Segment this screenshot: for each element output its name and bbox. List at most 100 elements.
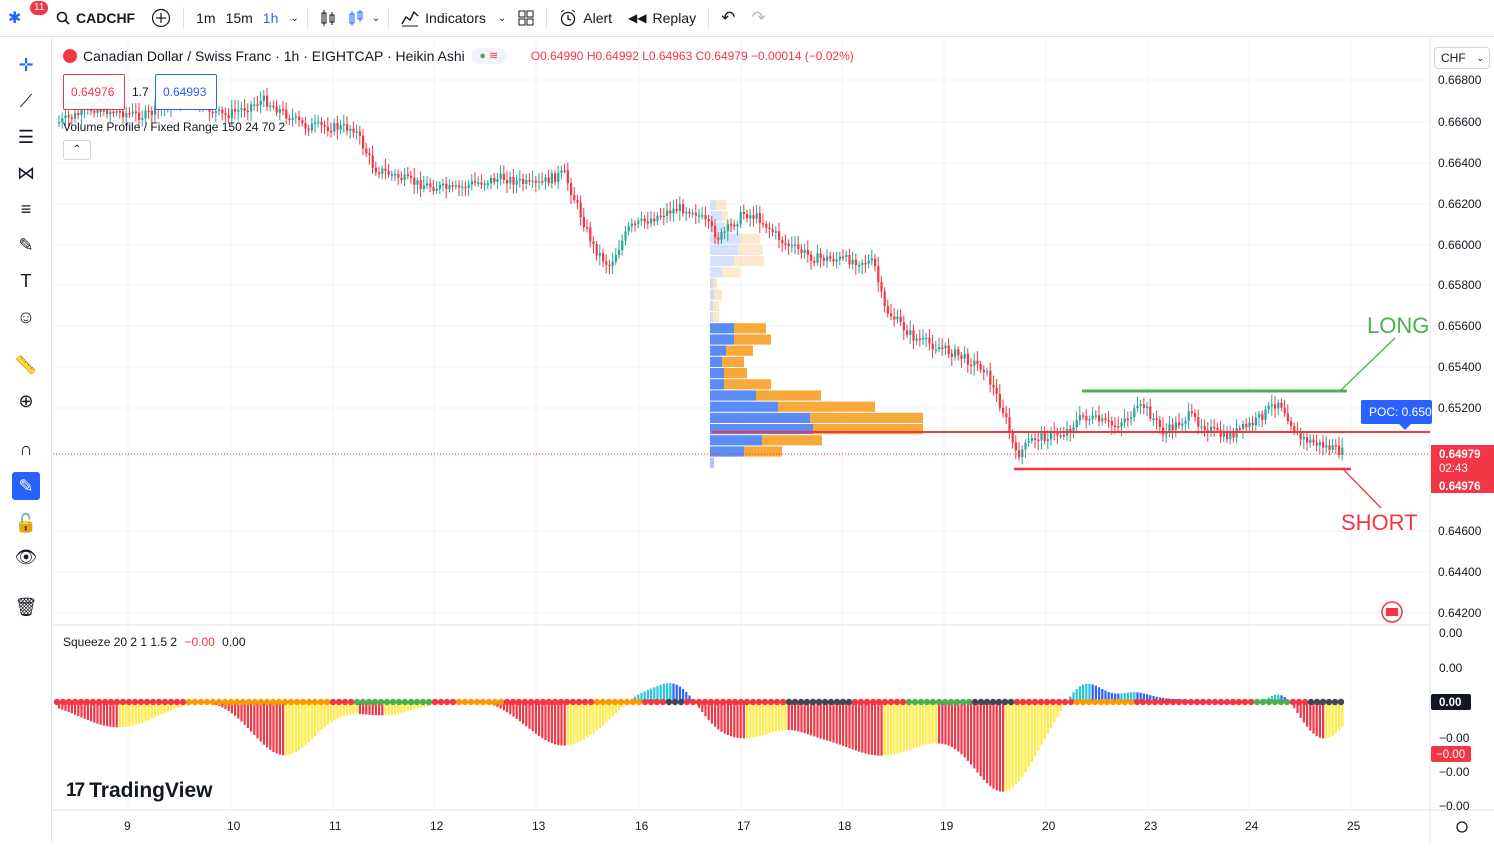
squeeze-bar (1046, 702, 1049, 734)
squeeze-dot (71, 698, 79, 706)
legend-title[interactable]: Canadian Dollar / Swiss Franc · 1h · EIG… (83, 48, 465, 64)
candle-body (1037, 439, 1040, 442)
squeeze-bar (1312, 702, 1315, 734)
hide-tool[interactable]: 👁 (13, 544, 39, 570)
indicators-dropdown[interactable]: ⌄ (494, 0, 510, 37)
long-pointer-line[interactable] (1339, 337, 1396, 392)
squeeze-legend[interactable]: Squeeze 20 2 1 1.5 2 −0.00 0.00 (63, 635, 246, 649)
chart-area[interactable]: LONG SHORT POC: 0.650 0.66800 0.66600 0.66… (53, 38, 1494, 843)
collapse-legend-button[interactable]: ⌃ (63, 140, 91, 160)
candle-body (1325, 445, 1328, 448)
candle-body (707, 219, 710, 222)
candle-body (1232, 432, 1235, 438)
pattern-tool[interactable]: ⋈ (13, 160, 39, 186)
squeeze-bar (835, 702, 838, 744)
candle-body (995, 387, 998, 394)
stay-drawing-tool[interactable]: ✎ (12, 472, 40, 500)
chart-type-dropdown[interactable]: ⌄ (368, 0, 384, 37)
text-icon: T (20, 270, 32, 291)
candle-body (710, 221, 713, 227)
time-axis[interactable]: 9 10 11 12 13 16 17 18 19 20 23 24 25 (124, 819, 1361, 833)
emoji-tool[interactable]: ☺ (13, 304, 39, 330)
squeeze-bar (125, 702, 128, 727)
squeeze-dot (701, 698, 709, 706)
squeeze-dot (1283, 698, 1291, 706)
brush-tool[interactable]: ✎ (13, 232, 39, 258)
oscillator-axis[interactable]: 0.00 0.00 0.00 −0.00 −0.00 −0.00 (1439, 626, 1470, 813)
user-menu[interactable]: ✱ 11 (0, 0, 49, 37)
candle-body (656, 215, 659, 222)
squeeze-bar (266, 702, 269, 748)
text-tool[interactable]: T (13, 268, 39, 294)
symbol-search[interactable]: CADCHF (48, 0, 143, 37)
candle-body (688, 211, 691, 214)
chart-type-heikin[interactable] (344, 0, 368, 37)
candle-body (144, 110, 147, 119)
squeeze-bar (752, 702, 755, 738)
market-status-icon[interactable]: ● ≋ (470, 48, 507, 64)
close-value: C0.64979 (695, 49, 748, 63)
templates-button[interactable] (510, 0, 542, 37)
flag-icon[interactable] (1381, 601, 1403, 623)
fib-tool[interactable]: ☰ (13, 124, 39, 150)
squeeze-bar (678, 686, 681, 702)
squeeze-bar (787, 702, 790, 731)
currency-selector[interactable]: CHF ⌄ (1434, 47, 1490, 69)
squeeze-bar (1338, 702, 1341, 731)
crosshair-tool[interactable]: ✛ (13, 52, 39, 78)
squeeze-bar (58, 702, 61, 709)
undo-button[interactable]: ↶ (713, 0, 743, 37)
squeeze-bar (1094, 685, 1097, 702)
chevron-up-icon: ⌃ (72, 144, 82, 155)
squeeze-bar (1334, 702, 1337, 734)
long-label[interactable]: LONG (1367, 313, 1429, 338)
bid-price-value: 0.64976 (1439, 481, 1481, 493)
volume-profile-label[interactable]: Volume Profile / Fixed Range 150 24 70 2 (63, 120, 286, 134)
candle-body (797, 244, 800, 250)
candle-body (992, 384, 995, 388)
trendline-tool[interactable]: ⟋ (13, 88, 39, 114)
candle-body (125, 113, 128, 118)
zoom-tool[interactable]: ⊕ (13, 388, 39, 414)
short-label[interactable]: SHORT (1341, 510, 1418, 535)
candle-body (1194, 413, 1197, 417)
chart-legend: Canadian Dollar / Swiss Franc · 1h · EIG… (63, 48, 854, 64)
interval-1h[interactable]: 1h (255, 0, 287, 37)
redo-button[interactable]: ↷ (743, 0, 773, 37)
chart-type-bars[interactable] (312, 0, 344, 37)
squeeze-dot (143, 698, 151, 706)
measure-tool[interactable]: 📏 (13, 352, 39, 378)
squeeze-bar (662, 683, 665, 702)
indicators-button[interactable]: Indicators (393, 0, 494, 37)
interval-15m[interactable]: 15m (224, 0, 255, 37)
sell-button[interactable]: 0.64976 (63, 74, 125, 110)
squeeze-bar (70, 702, 73, 714)
candle-body (1258, 414, 1261, 418)
price-axis[interactable]: 0.66800 0.66600 0.66400 0.66200 0.66000 0.658… (1438, 73, 1482, 620)
squeeze-bar (685, 691, 688, 702)
replay-button[interactable]: ◀◀ Replay (620, 0, 704, 37)
magnet-tool[interactable]: ∩ (13, 436, 39, 462)
squeeze-dot (1175, 698, 1183, 706)
squeeze-bar (611, 702, 614, 717)
candle-body (368, 153, 371, 156)
settings-gear-icon[interactable] (1456, 821, 1468, 833)
remove-tool[interactable]: 🗑 (13, 594, 39, 620)
alert-button[interactable]: Alert (551, 0, 620, 37)
prediction-tool[interactable]: ≡ (13, 196, 39, 222)
candle-body (774, 231, 777, 233)
interval-dropdown[interactable]: ⌄ (286, 0, 302, 37)
candle-body (518, 178, 521, 181)
short-pointer-line[interactable] (1342, 468, 1382, 509)
chart-canvas[interactable]: LONG SHORT POC: 0.650 0.668000.666000.66… (53, 38, 1494, 843)
squeeze-bar (650, 688, 653, 702)
squeeze-bar (291, 702, 294, 754)
candle-body (896, 316, 899, 320)
interval-1m[interactable]: 1m (188, 0, 223, 37)
squeeze-dot (821, 698, 829, 706)
buy-button[interactable]: 0.64993 (155, 74, 217, 110)
compare-button[interactable] (143, 0, 179, 37)
squeeze-bar (403, 702, 406, 712)
tradingview-logo[interactable]: 17 TradingView (66, 779, 212, 803)
lock-tool[interactable]: 🔓 (13, 510, 39, 536)
